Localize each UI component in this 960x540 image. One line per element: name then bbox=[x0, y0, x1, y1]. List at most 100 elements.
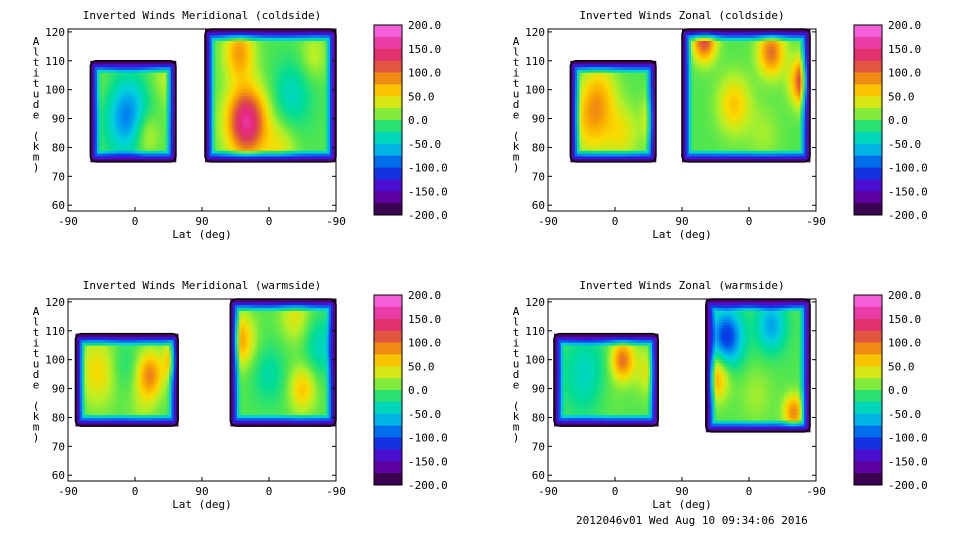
field-cell bbox=[260, 147, 264, 151]
field-cell bbox=[312, 37, 315, 41]
field-cell bbox=[583, 121, 587, 125]
field-cell bbox=[139, 118, 143, 122]
field-cell bbox=[577, 95, 580, 99]
field-cell bbox=[276, 95, 279, 99]
field-cell bbox=[209, 89, 212, 93]
field-cell bbox=[254, 83, 257, 88]
field-cell bbox=[301, 63, 304, 67]
field-cell bbox=[90, 130, 93, 134]
field-cell bbox=[590, 101, 593, 105]
field-cell bbox=[218, 124, 221, 128]
field-cell bbox=[330, 130, 333, 134]
field-cell bbox=[332, 46, 335, 50]
field-cell bbox=[132, 141, 136, 145]
field-cell bbox=[170, 83, 174, 88]
field-cell bbox=[143, 153, 147, 157]
field-cell bbox=[305, 31, 309, 36]
field-cell bbox=[126, 153, 129, 157]
field-cell bbox=[238, 55, 242, 59]
field-cell bbox=[321, 46, 324, 50]
field-cell bbox=[269, 66, 273, 70]
field-cell bbox=[574, 133, 578, 137]
field-cell bbox=[103, 109, 107, 114]
field-cell bbox=[209, 66, 212, 70]
field-cell bbox=[323, 43, 326, 47]
field-cell bbox=[126, 104, 129, 108]
field-cell bbox=[289, 121, 293, 125]
field-cell bbox=[588, 78, 591, 82]
field-cell bbox=[94, 115, 98, 119]
field-cell bbox=[269, 121, 273, 125]
field-cell bbox=[269, 49, 273, 53]
field-cell bbox=[157, 141, 160, 145]
field-cell bbox=[316, 127, 320, 131]
field-cell bbox=[143, 127, 147, 131]
field-cell bbox=[323, 133, 326, 137]
field-cell bbox=[128, 60, 131, 65]
field-cell bbox=[170, 92, 174, 96]
field-cell bbox=[97, 112, 100, 117]
field-cell bbox=[90, 144, 93, 148]
field-cell bbox=[588, 127, 591, 131]
field-cell bbox=[245, 49, 248, 53]
field-cell bbox=[227, 52, 230, 56]
field-cell bbox=[325, 86, 329, 91]
field-cell bbox=[309, 107, 313, 111]
field-cell bbox=[161, 107, 165, 111]
field-cell bbox=[249, 31, 253, 36]
field-cell bbox=[278, 150, 282, 154]
field-cell bbox=[245, 57, 248, 62]
field-cell bbox=[213, 81, 217, 85]
field-cell bbox=[316, 37, 320, 41]
field-cell bbox=[318, 95, 322, 99]
field-cell bbox=[287, 112, 291, 117]
field-cell bbox=[161, 127, 165, 131]
field-cell bbox=[318, 49, 322, 53]
field-cell bbox=[592, 92, 596, 96]
field-cell bbox=[251, 121, 255, 125]
field-cell bbox=[265, 118, 268, 122]
field-cell bbox=[586, 124, 589, 128]
field-cell bbox=[601, 98, 605, 102]
field-cell bbox=[254, 89, 257, 93]
field-cell bbox=[256, 86, 259, 91]
field-cell bbox=[572, 107, 576, 111]
field-cell bbox=[619, 72, 623, 76]
field-cell bbox=[94, 138, 98, 143]
field-cell bbox=[588, 153, 591, 157]
field-cell bbox=[106, 104, 109, 108]
field-cell bbox=[590, 72, 593, 76]
field-cell bbox=[309, 101, 313, 105]
field-cell bbox=[254, 130, 257, 134]
field-cell bbox=[303, 104, 306, 108]
field-cell bbox=[579, 92, 582, 96]
field-cell bbox=[90, 104, 93, 108]
field-cell bbox=[276, 52, 279, 56]
field-cell bbox=[318, 83, 322, 88]
field-cell bbox=[97, 89, 100, 93]
field-cell bbox=[258, 109, 262, 114]
field-cell bbox=[218, 57, 221, 62]
field-cell bbox=[321, 101, 324, 105]
field-cell bbox=[229, 78, 233, 82]
field-cell bbox=[321, 153, 324, 157]
field-cell bbox=[254, 156, 257, 160]
field-cell bbox=[121, 147, 125, 151]
field-cell bbox=[321, 138, 324, 143]
field-cell bbox=[263, 147, 266, 151]
field-cell bbox=[256, 43, 259, 47]
field-cell bbox=[592, 121, 596, 125]
field-cell bbox=[240, 101, 244, 105]
field-cell bbox=[227, 63, 230, 67]
field-cell bbox=[139, 150, 143, 154]
field-cell bbox=[119, 81, 122, 85]
field-cell bbox=[316, 112, 320, 117]
field-cell bbox=[303, 69, 306, 73]
field-cell bbox=[225, 150, 228, 154]
field-cell bbox=[301, 115, 304, 119]
field-cell bbox=[615, 141, 618, 145]
field-cell bbox=[597, 72, 600, 76]
field-cell bbox=[106, 86, 109, 91]
field-cell bbox=[260, 86, 264, 91]
field-cell bbox=[570, 101, 573, 105]
